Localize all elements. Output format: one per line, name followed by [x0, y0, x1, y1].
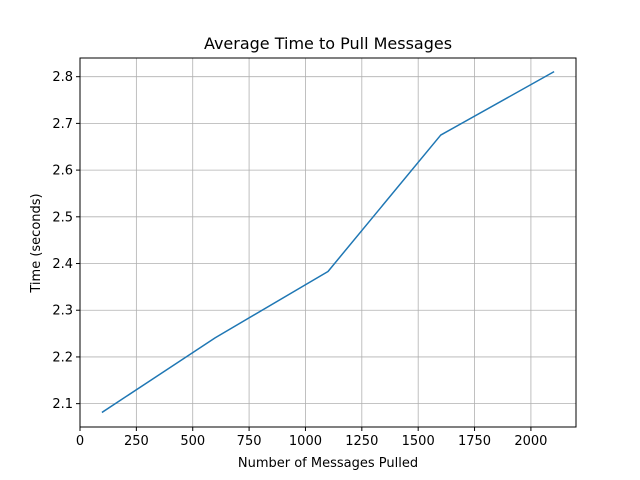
- series-line: [101, 70, 555, 414]
- chart-title: Average Time to Pull Messages: [204, 34, 452, 53]
- y-tick-label: 2.8: [52, 70, 73, 85]
- y-tick-label: 2.5: [52, 210, 73, 225]
- x-tick-label: 1250: [345, 434, 378, 449]
- x-tick-label: 1750: [458, 434, 491, 449]
- x-tick-label: 1000: [289, 434, 322, 449]
- plot-frame: [79, 57, 577, 428]
- grid-lines: [79, 58, 576, 427]
- x-tick-label: 250: [124, 434, 149, 449]
- y-tick-label: 2.1: [52, 397, 73, 412]
- y-tick-label: 2.7: [52, 117, 73, 132]
- x-tick-label: 750: [237, 434, 262, 449]
- y-tick-label: 2.3: [52, 304, 73, 319]
- x-axis-label: Number of Messages Pulled: [238, 456, 418, 471]
- y-axis-label: Time (seconds): [29, 193, 44, 293]
- axis-ticks: 0 250 500 750 1000 1250 1500 1750 2000 2.1 2.2 2.3 2…: [52, 70, 547, 449]
- x-tick-label: 0: [76, 434, 84, 449]
- y-tick-label: 2.6: [52, 164, 73, 179]
- y-tick-label: 2.2: [52, 350, 73, 365]
- y-tick-label: 2.4: [52, 257, 73, 272]
- x-tick-label: 500: [180, 434, 205, 449]
- x-tick-label: 2000: [514, 434, 547, 449]
- x-tick-label: 1500: [402, 434, 435, 449]
- series-layer: [101, 70, 555, 414]
